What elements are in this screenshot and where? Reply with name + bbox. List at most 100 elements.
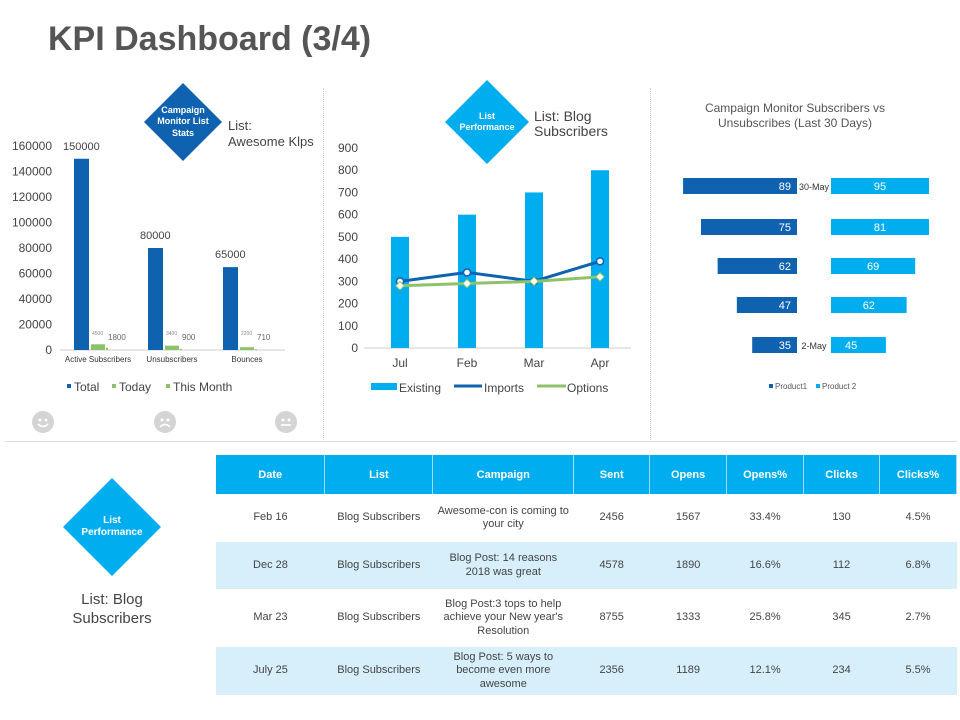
table-cell: Blog Post: 5 ways to become even more aw… xyxy=(432,647,574,695)
data-label: 89 xyxy=(779,181,791,193)
table-cell: Feb 16 xyxy=(253,511,288,524)
subscribers-vs-unsubscribes-chart: 89 95 30-May 75 81 62 69 47 62 35 45 2-May Product1 P… xyxy=(683,178,929,391)
category-label: 30-May xyxy=(799,182,830,192)
list-performance-chart: 0 100 200 300 400 500 600 700 800 900 Jul Feb Mar Apr… xyxy=(338,141,631,395)
y-tick-label: 700 xyxy=(338,185,358,199)
point-options xyxy=(395,280,405,291)
list-name: Awesome Klps xyxy=(228,134,314,149)
bar-this-month xyxy=(106,347,108,350)
legend-swatch xyxy=(112,384,116,388)
column-header[interactable]: Sent xyxy=(573,455,651,494)
column-header[interactable]: Clicks xyxy=(803,455,880,494)
legend-label: This Month xyxy=(173,380,232,394)
y-tick-label: 900 xyxy=(338,141,358,155)
bar-product1 xyxy=(736,297,797,313)
table-cell: 16.6% xyxy=(726,542,804,589)
column-header[interactable]: Opens xyxy=(649,455,728,494)
table-cell: 1189 xyxy=(649,647,727,695)
divider xyxy=(323,88,324,440)
bar-total xyxy=(148,248,163,350)
bar-total xyxy=(223,267,238,350)
y-tick-label: 200 xyxy=(338,297,358,311)
subscriber-stats-chart: 0 20000 40000 60000 80000 100000 120000 140000 1… xyxy=(12,139,285,394)
campaign-stats-badge: Campaign Monitor List Stats xyxy=(144,83,222,161)
x-tick-label: Unsubscribers xyxy=(146,355,197,364)
point-imports xyxy=(595,257,605,266)
line-imports xyxy=(399,259,601,283)
data-label: 80000 xyxy=(140,230,171,242)
bar-product2 xyxy=(831,178,929,194)
chart-title: Campaign Monitor Subscribers vs Unsubscr… xyxy=(704,101,886,130)
table-cell: 12.1% xyxy=(726,647,804,695)
table-cell: 345 xyxy=(832,611,851,624)
data-label: 150000 xyxy=(63,141,100,153)
table-cell: 1333 xyxy=(675,611,701,624)
data-label: 3400 xyxy=(166,331,177,337)
legend-swatch xyxy=(769,384,773,388)
bar-total xyxy=(74,158,89,350)
data-label: 4500 xyxy=(92,331,103,337)
point-options xyxy=(462,278,472,289)
y-tick-label: 500 xyxy=(338,230,358,244)
legend-label: Imports xyxy=(484,381,524,395)
column-header[interactable]: List xyxy=(324,455,434,494)
bar-product1 xyxy=(717,258,797,274)
table-cell: Awesome-con is coming to your city xyxy=(437,504,569,530)
list-label: List: Blog Subscribers xyxy=(72,591,152,627)
bar-product2 xyxy=(831,297,907,313)
table-cell: 2.7% xyxy=(905,611,931,624)
list-label: List: xyxy=(228,118,252,133)
bar-product2 xyxy=(831,219,929,235)
column-header[interactable]: Date xyxy=(216,455,326,494)
y-tick-label: 120000 xyxy=(12,190,52,204)
y-tick-label: 20000 xyxy=(19,318,53,332)
y-tick-label: 300 xyxy=(338,274,358,288)
x-tick-label: Feb xyxy=(457,356,478,370)
legend-swatch xyxy=(371,383,397,390)
badge-text: Campaign Monitor List Stats xyxy=(157,105,209,138)
badge-text: List Performance xyxy=(81,514,143,539)
table-row: Dec 28 Blog Subscribers Blog Post: 14 reas… xyxy=(216,542,957,589)
table-cell: Blog Subscribers xyxy=(324,542,433,589)
y-tick-label: 0 xyxy=(351,341,358,355)
bar-product1 xyxy=(701,219,797,235)
point-options xyxy=(529,276,539,287)
table-row: July 25 Blog Subscribers Blog Post: 5 ways… xyxy=(216,647,957,695)
bar-product2 xyxy=(831,337,886,353)
table-cell: 1890 xyxy=(649,542,727,589)
table-cell: July 25 xyxy=(216,647,325,695)
data-label: 900 xyxy=(182,333,196,342)
x-tick-label: Apr xyxy=(591,356,610,370)
divider xyxy=(5,441,957,442)
table-cell: Blog Subscribers xyxy=(337,511,421,524)
table-cell: 130 xyxy=(832,511,851,524)
legend-label: Today xyxy=(119,380,151,394)
point-options xyxy=(595,271,605,282)
column-header[interactable]: Campaign xyxy=(432,455,575,494)
table-cell: 2356 xyxy=(573,647,650,695)
legend-swatch xyxy=(67,384,71,388)
y-tick-label: 60000 xyxy=(19,267,53,281)
x-tick-label: Jul xyxy=(392,356,407,370)
badge-text: List Performance xyxy=(459,110,515,132)
category-label: 2-May xyxy=(801,341,827,351)
table-cell: 2456 xyxy=(599,511,624,524)
y-tick-label: 0 xyxy=(45,343,52,357)
column-header[interactable]: Opens% xyxy=(726,455,805,494)
y-tick-label: 140000 xyxy=(12,165,52,179)
point-imports xyxy=(462,268,472,277)
table-cell: Blog Post:3 tops to help achieve your Ne… xyxy=(443,598,564,637)
table-cell: Blog Subscribers xyxy=(337,611,421,624)
table-cell: 8755 xyxy=(599,611,624,624)
legend-label: Options xyxy=(567,381,608,395)
table-cell: 5.5% xyxy=(879,647,957,695)
column-header[interactable]: Clicks% xyxy=(879,455,958,494)
table-cell: 4.5% xyxy=(905,511,931,524)
y-tick-label: 800 xyxy=(338,163,358,177)
x-tick-label: Bounces xyxy=(231,355,262,364)
table-cell: 4578 xyxy=(573,542,650,589)
bar-product1 xyxy=(752,337,797,353)
x-tick-label: Active Subscribers xyxy=(65,355,131,364)
bar-existing xyxy=(391,236,409,348)
happy-face-icon xyxy=(32,411,54,433)
